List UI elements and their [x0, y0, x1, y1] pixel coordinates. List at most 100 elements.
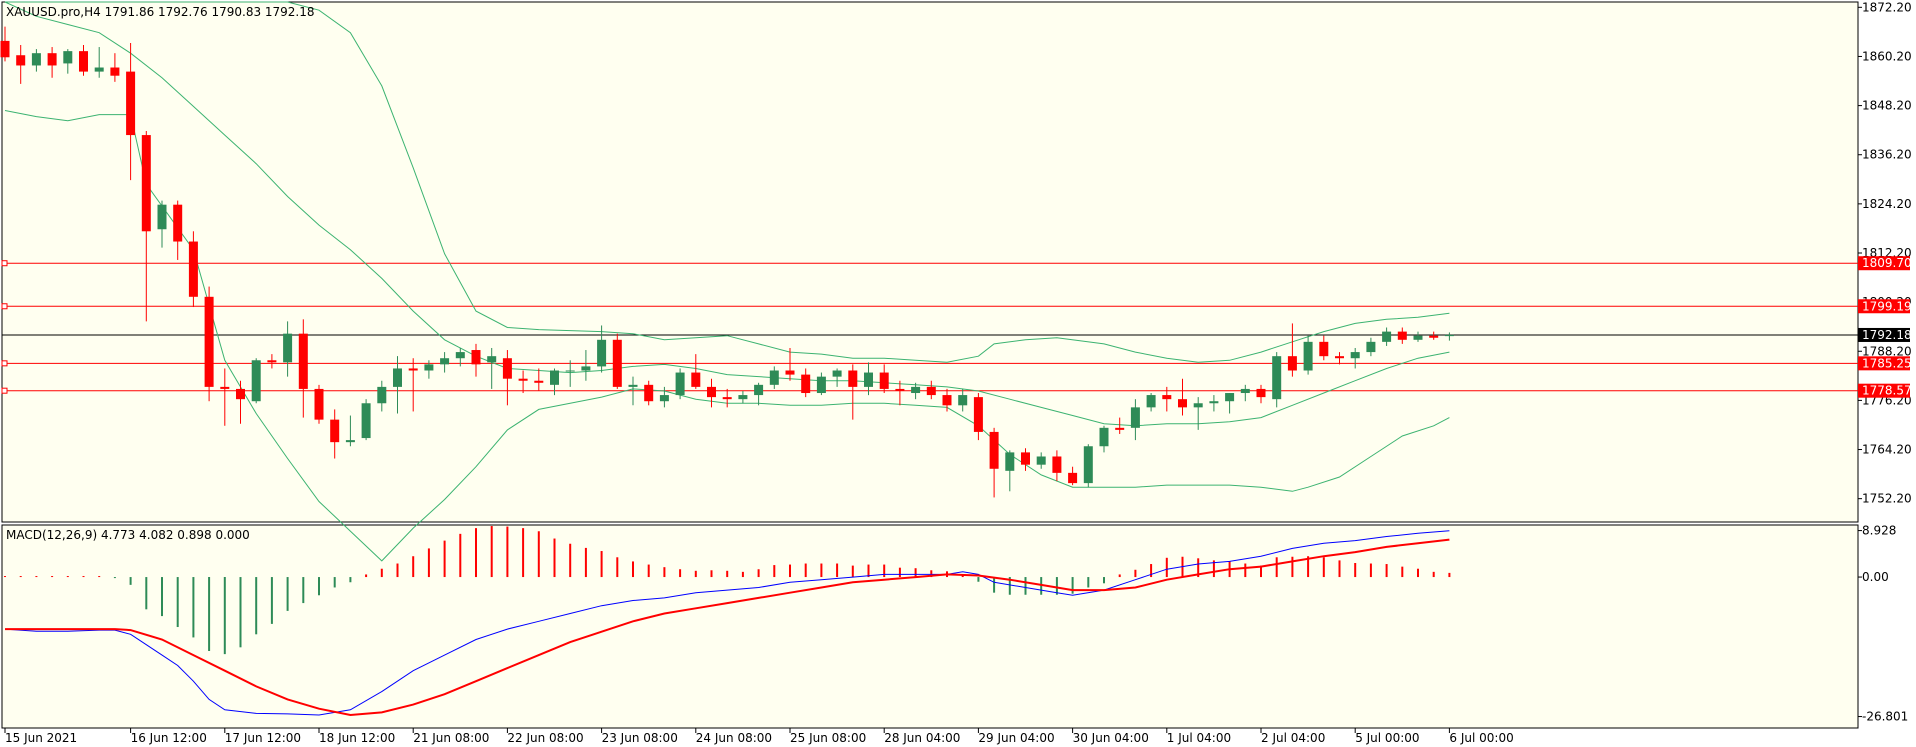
- time-tick-label: 28 Jun 04:00: [884, 731, 960, 745]
- candle-body: [220, 386, 230, 389]
- time-tick-label: 25 Jun 08:00: [790, 731, 866, 745]
- time-tick-label: 30 Jun 04:00: [1073, 731, 1149, 745]
- candle: [424, 360, 434, 379]
- candle-body: [47, 53, 57, 66]
- candle-body: [722, 397, 732, 400]
- candle-body: [1382, 331, 1392, 342]
- candle-body: [785, 370, 795, 375]
- candle: [754, 382, 764, 406]
- candle: [848, 364, 858, 420]
- candle: [94, 47, 104, 78]
- price-tick-label: 1872.20: [1862, 0, 1912, 14]
- candle: [1350, 347, 1360, 369]
- bollinger-middle-line: [4, 1, 1450, 427]
- candle: [502, 350, 512, 406]
- candle-body: [738, 395, 748, 400]
- candle: [1115, 417, 1125, 434]
- candle: [377, 380, 387, 412]
- candle: [864, 362, 873, 396]
- candle-body: [1444, 334, 1454, 337]
- candle-body: [31, 53, 41, 66]
- level-price-label: 1799.19: [1862, 299, 1912, 313]
- price-chart-header: XAUUSD.pro,H4 1791.86 1792.76 1790.83 17…: [6, 5, 315, 19]
- candle: [1444, 332, 1454, 341]
- candle-body: [1303, 341, 1313, 371]
- candle: [518, 370, 528, 394]
- candle: [330, 409, 340, 459]
- price-tick-label: 1788.20: [1862, 344, 1912, 358]
- macd-tick-label: 8.928: [1862, 524, 1896, 538]
- candle: [1335, 352, 1344, 365]
- time-tick-label: 2 Jul 04:00: [1261, 731, 1325, 745]
- candle-body: [864, 372, 873, 387]
- candle: [157, 200, 167, 248]
- price-axis: 1872.201860.201848.201836.201824.201812.…: [1858, 0, 1912, 506]
- candle: [973, 393, 983, 441]
- candle: [361, 399, 371, 441]
- time-tick-label: 5 Jul 00:00: [1355, 731, 1419, 745]
- candle-body: [675, 372, 685, 396]
- candle: [0, 26, 10, 62]
- candle: [722, 388, 732, 408]
- candle-body: [298, 333, 308, 389]
- candle-body: [597, 339, 607, 367]
- current-price-badge: [1858, 327, 1910, 342]
- level-anchor: [1, 387, 8, 394]
- candle-body: [0, 40, 10, 58]
- candle: [942, 388, 952, 412]
- price-tick-label: 1848.20: [1862, 99, 1912, 113]
- candle: [707, 378, 716, 408]
- time-tick-label: 29 Jun 04:00: [978, 731, 1054, 745]
- candle-body: [1429, 335, 1439, 338]
- time-tick-label: 23 Jun 08:00: [602, 731, 678, 745]
- candle-body: [471, 350, 481, 365]
- candle-body: [534, 380, 544, 383]
- candle-body: [424, 364, 434, 371]
- candle-body: [1350, 352, 1360, 359]
- candle-body: [816, 376, 826, 394]
- candle-body: [1413, 335, 1423, 340]
- current-price-label: 1792.18: [1862, 328, 1912, 342]
- candle-body: [157, 204, 167, 230]
- candle-body: [1193, 403, 1203, 408]
- candle-body: [612, 339, 622, 387]
- macd-header: MACD(12,26,9) 4.773 4.082 0.898 0.000: [6, 528, 250, 542]
- time-tick-label: 22 Jun 08:00: [507, 731, 583, 745]
- candle-body: [16, 55, 26, 66]
- candle-body: [911, 386, 921, 394]
- candle-body: [440, 358, 450, 365]
- candle-body: [1178, 399, 1187, 408]
- candle: [1382, 327, 1392, 346]
- candle-body: [110, 67, 120, 76]
- candle-body: [754, 384, 764, 396]
- candle: [958, 388, 968, 412]
- time-tick-label: 16 Jun 12:00: [131, 731, 207, 745]
- candle-body: [895, 388, 905, 391]
- candle-body: [141, 135, 151, 232]
- candle-body: [942, 395, 952, 406]
- candle: [659, 386, 669, 408]
- candle: [16, 44, 26, 84]
- candle: [298, 319, 308, 418]
- candle: [989, 427, 999, 498]
- candle: [1178, 378, 1187, 416]
- candle-body: [1209, 401, 1219, 404]
- candle: [1146, 393, 1156, 412]
- candle: [597, 325, 607, 373]
- candle: [895, 380, 905, 406]
- candle-body: [1397, 331, 1407, 340]
- time-tick-label: 18 Jun 12:00: [319, 731, 395, 745]
- candle: [314, 384, 324, 424]
- candle-body: [1036, 456, 1046, 465]
- candle-body: [487, 356, 497, 363]
- level-anchor: [1, 260, 8, 267]
- candle-body: [1099, 427, 1109, 447]
- candle: [675, 368, 685, 400]
- candle-body: [204, 296, 214, 387]
- level-anchor: [1, 303, 8, 310]
- candle-body: [79, 51, 88, 72]
- candle: [220, 368, 230, 426]
- candle-body: [832, 370, 842, 377]
- candle-body: [659, 395, 669, 402]
